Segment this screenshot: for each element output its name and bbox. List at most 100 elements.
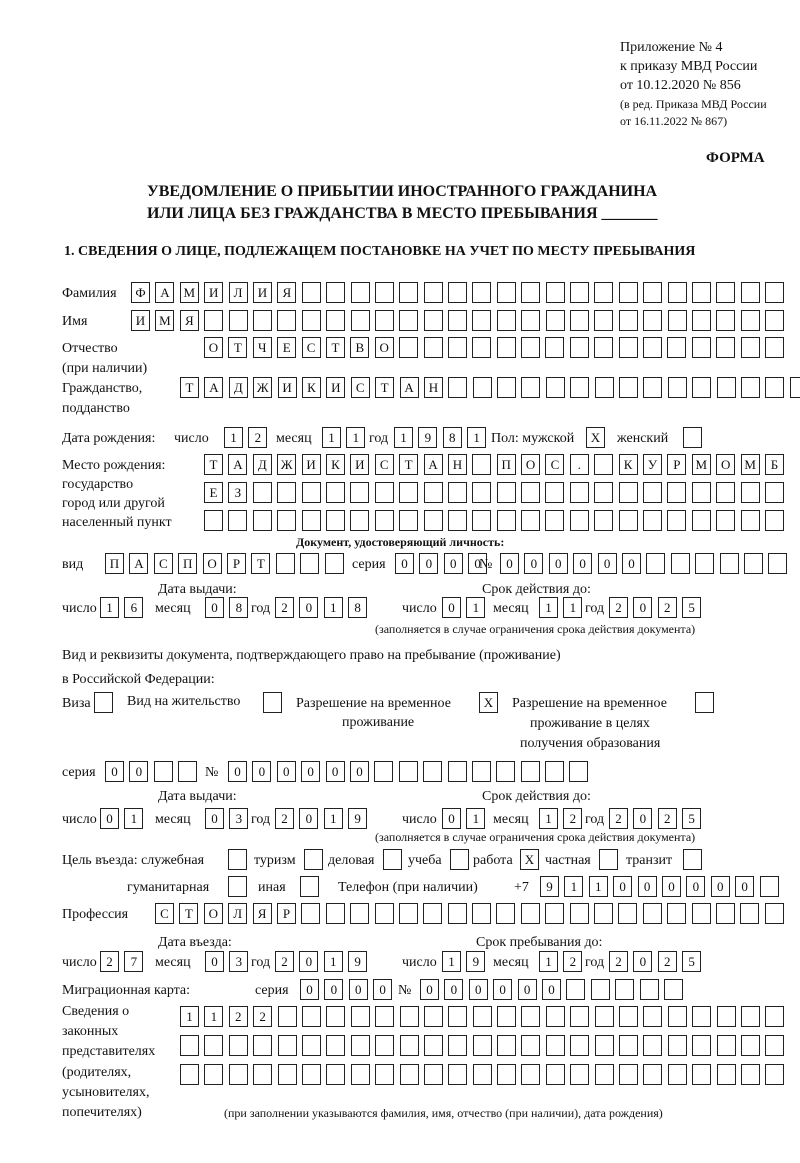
cell[interactable]: О	[204, 337, 223, 358]
cell[interactable]	[496, 903, 516, 924]
cell[interactable]	[325, 482, 345, 503]
cell[interactable]	[497, 1006, 517, 1027]
cell[interactable]: 5	[682, 808, 702, 829]
cell[interactable]: 1	[346, 427, 366, 448]
cell[interactable]: 0	[468, 979, 488, 1000]
cell[interactable]: И	[301, 454, 321, 475]
cell[interactable]: Ж	[277, 454, 297, 475]
cell[interactable]	[619, 1006, 639, 1027]
cell[interactable]: 0	[395, 553, 414, 574]
cell[interactable]: 0	[299, 597, 319, 618]
cell[interactable]	[301, 1064, 321, 1085]
cell[interactable]	[566, 979, 586, 1000]
cell[interactable]: 0	[205, 951, 224, 972]
cell[interactable]	[695, 553, 715, 574]
cell[interactable]	[740, 1064, 760, 1085]
cell[interactable]	[301, 1006, 321, 1027]
cell[interactable]	[423, 1035, 443, 1056]
cell[interactable]: 0	[129, 761, 149, 782]
cell[interactable]	[545, 903, 565, 924]
cell[interactable]: 0	[105, 761, 124, 782]
cell[interactable]: И	[131, 310, 150, 331]
cell[interactable]	[716, 510, 736, 531]
cell[interactable]	[667, 510, 687, 531]
cell[interactable]: А	[399, 377, 419, 398]
cell[interactable]	[569, 510, 589, 531]
cell[interactable]	[691, 282, 711, 303]
cell[interactable]: 1	[466, 597, 486, 618]
cell[interactable]: 1	[467, 427, 487, 448]
cell[interactable]: 0	[573, 553, 593, 574]
cell[interactable]	[667, 282, 687, 303]
cell[interactable]	[521, 377, 541, 398]
cell[interactable]	[716, 377, 736, 398]
cell[interactable]	[594, 510, 614, 531]
cell[interactable]	[545, 1006, 565, 1027]
cell[interactable]	[350, 510, 370, 531]
cell[interactable]	[520, 761, 540, 782]
cell[interactable]: 6	[124, 597, 144, 618]
cell[interactable]: С	[545, 454, 565, 475]
cell[interactable]	[545, 1064, 565, 1085]
cell[interactable]	[448, 310, 468, 331]
cell[interactable]	[618, 282, 638, 303]
cell[interactable]	[374, 482, 394, 503]
cell[interactable]	[692, 1006, 712, 1027]
cell[interactable]	[521, 310, 541, 331]
cell[interactable]	[228, 1064, 248, 1085]
cell[interactable]: Т	[251, 553, 271, 574]
cell[interactable]	[423, 1006, 443, 1027]
cell[interactable]: Я	[252, 903, 272, 924]
cell[interactable]	[472, 510, 492, 531]
cell[interactable]: Б	[764, 454, 784, 475]
cell[interactable]	[325, 903, 345, 924]
cell[interactable]	[350, 1064, 370, 1085]
cell[interactable]	[618, 482, 638, 503]
cell[interactable]	[545, 482, 565, 503]
cell[interactable]	[399, 482, 419, 503]
cell[interactable]: .	[569, 454, 589, 475]
cell[interactable]	[667, 337, 687, 358]
cell[interactable]: 1	[539, 597, 558, 618]
cell[interactable]: О	[374, 337, 394, 358]
cell[interactable]: 3	[229, 951, 249, 972]
cell[interactable]	[545, 310, 565, 331]
cell[interactable]	[374, 761, 394, 782]
cell[interactable]	[646, 553, 666, 574]
cell[interactable]	[521, 482, 541, 503]
cell[interactable]: 0	[325, 761, 345, 782]
cell[interactable]	[423, 761, 443, 782]
cell[interactable]: К	[301, 377, 321, 398]
cell[interactable]	[300, 553, 320, 574]
cell[interactable]: 0	[324, 979, 344, 1000]
cell[interactable]	[399, 510, 419, 531]
cell[interactable]	[497, 1064, 517, 1085]
cell[interactable]: Т	[179, 903, 199, 924]
cell[interactable]	[570, 282, 590, 303]
cell[interactable]	[545, 337, 565, 358]
cell[interactable]: А	[423, 454, 443, 475]
cell[interactable]	[740, 482, 760, 503]
cell[interactable]	[765, 1006, 785, 1027]
cell[interactable]	[496, 761, 516, 782]
cell[interactable]	[692, 1064, 712, 1085]
cell[interactable]	[642, 903, 662, 924]
cell[interactable]	[277, 510, 297, 531]
cell[interactable]: Н	[447, 454, 467, 475]
cell[interactable]	[374, 310, 394, 331]
cell[interactable]: 0	[661, 876, 681, 897]
cell[interactable]	[545, 1035, 565, 1056]
cell[interactable]	[520, 903, 540, 924]
cell[interactable]	[325, 510, 345, 531]
cell[interactable]	[447, 337, 467, 358]
cell[interactable]: Т	[204, 454, 223, 475]
cell[interactable]	[594, 1064, 614, 1085]
cell[interactable]	[497, 377, 517, 398]
cell[interactable]: О	[202, 553, 222, 574]
